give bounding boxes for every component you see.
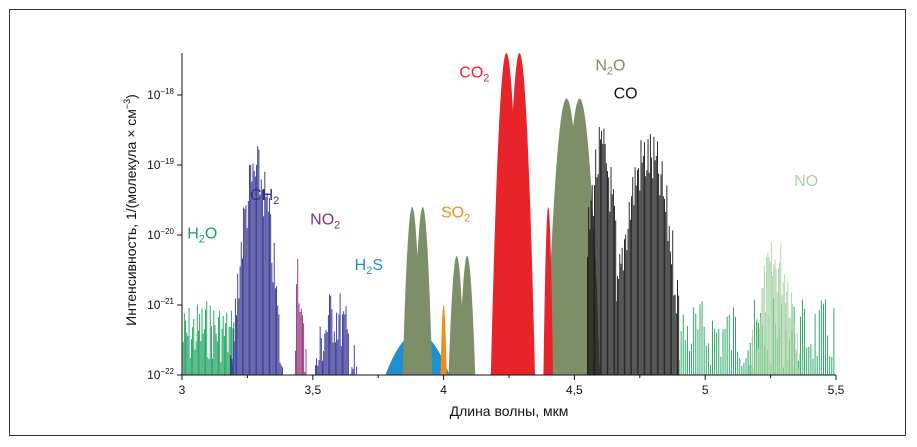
series-CO2-band <box>538 207 559 375</box>
series-label-CH4: CH2 <box>250 187 279 207</box>
series-label-CO2: CO2 <box>459 65 489 85</box>
x-tick-label: 4 <box>440 383 447 397</box>
x-tick-label: 4,5 <box>566 383 583 397</box>
series-N2O-band <box>391 207 433 375</box>
y-tick-label: 10−19 <box>147 157 174 172</box>
axes: 3 3,5 4 4,5 5 5,5 10−22 10−21 10−20 10−19 10−18 <box>147 53 845 397</box>
y-tick-label: 10−18 <box>147 87 174 102</box>
series-label-H2O: H2O <box>187 226 217 246</box>
series-SO2 <box>433 305 454 375</box>
series-label-SO2: SO2 <box>441 205 470 225</box>
series-CO2 <box>482 53 559 375</box>
series-label-NO: NO <box>794 173 818 190</box>
y-axis-title-sup: −3 <box>122 99 132 109</box>
x-axis-title: Длина волны, мкм <box>450 403 569 419</box>
series-N2O-band <box>436 256 478 375</box>
y-tick-label: 10−21 <box>147 297 174 312</box>
x-tick-label: 5 <box>702 383 709 397</box>
series-label-NO2: NO2 <box>310 212 340 232</box>
y-tick-label: 10−22 <box>147 367 174 382</box>
series-CO2-band <box>495 53 544 375</box>
series-CH4 <box>230 146 358 375</box>
figure-frame: 3 3,5 4 4,5 5 5,5 10−22 10−21 10−20 10−19 10−18 H2… <box>9 9 906 436</box>
y-tick-label: 10−20 <box>147 227 174 242</box>
plot-area <box>182 53 835 375</box>
x-tick-label: 3 <box>179 383 186 397</box>
series-CO <box>587 126 680 375</box>
series-label-N2O: N2O <box>595 58 625 78</box>
series-N2O-band <box>446 256 488 375</box>
series-NO2 <box>294 258 307 375</box>
x-tick-label: 5,5 <box>828 383 845 397</box>
series-label-H2S: H2S <box>355 257 383 277</box>
y-axis-title: Интенсивность, 1/(молекула × см−3) <box>122 94 139 326</box>
series-SO2-band <box>433 305 454 375</box>
y-axis-title-main: Интенсивность, 1/(молекула × см <box>123 109 139 326</box>
y-axis-title-tail: ) <box>123 94 139 99</box>
series-NO <box>748 242 804 375</box>
series-N2O-band <box>402 207 444 375</box>
series-label-CO: CO <box>614 86 638 103</box>
spectrum-chart: 3 3,5 4 4,5 5 5,5 10−22 10−21 10−20 10−19 10−18 H2… <box>122 53 845 419</box>
x-tick-label: 3,5 <box>304 383 321 397</box>
series-labels: H2O CH2 NO2 H2S SO2 N2O CO2 CO NO <box>187 58 818 278</box>
